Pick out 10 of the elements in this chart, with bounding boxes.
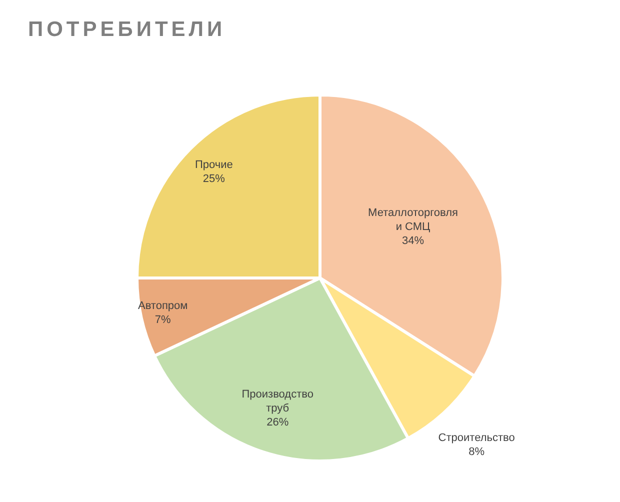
- data-label: 26%: [266, 416, 289, 428]
- data-label: 34%: [402, 234, 424, 247]
- slice-label: Прочие: [194, 158, 233, 171]
- chart-title: ПОТРЕБИТЕЛИ: [28, 18, 226, 41]
- slice-label: Металлоторговля и СМЦ: [368, 206, 458, 233]
- slice-label: Строительство: [438, 432, 515, 444]
- data-label: 7%: [154, 314, 172, 326]
- data-label: 8%: [468, 446, 485, 458]
- slice-label: Производство труб: [242, 388, 314, 414]
- data-label: 25%: [202, 172, 226, 185]
